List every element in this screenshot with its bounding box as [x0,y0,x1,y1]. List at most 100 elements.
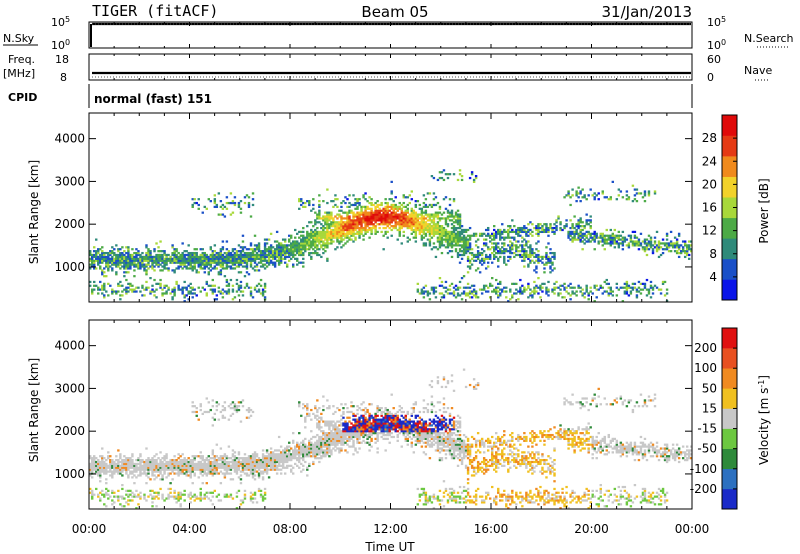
echo-cell [241,290,245,293]
echo-cell [462,292,466,295]
echo-cell [416,213,420,216]
echo-cell [362,228,365,232]
echo-cell [173,251,176,255]
echo-cell [127,468,130,471]
echo-cell [509,290,512,293]
echo-cell [241,468,245,471]
echo-cell [336,213,339,216]
echo-cell [334,221,337,224]
echo-cell [374,213,377,216]
echo-cell [621,238,625,241]
echo-cell [647,190,651,193]
echo-cell [432,290,436,293]
echo-cell [354,219,357,222]
echo-cell [428,228,432,232]
echo-cell [177,497,180,500]
echo-cell [549,225,552,228]
echo-cell [127,259,130,262]
echo-cell [187,298,190,301]
echo-cell [338,221,341,224]
echo-cell [503,228,506,232]
echo-cell [404,205,407,209]
echo-cell [143,259,146,262]
echo-cell [191,296,194,299]
echo-cell [310,230,313,234]
echo-cell [338,242,341,245]
echo-cell [442,217,446,220]
echo-cell [113,248,116,251]
echo-cell [354,221,357,224]
echo-cell [501,288,504,291]
echo-cell [95,464,98,467]
echo-cell [203,257,206,260]
echo-cell [480,251,484,255]
echo-cell [279,259,283,262]
echo-cell [199,472,202,475]
echo-cell [89,251,92,255]
echo-cell [539,230,542,234]
echo-cell [368,228,371,232]
echo-cell [185,250,188,253]
echo-cell [499,236,502,239]
echo-cell [316,240,319,243]
echo-cell [253,451,257,454]
echo-cell [107,470,110,473]
echo-cell [105,466,108,469]
echo-cell [639,192,643,195]
echo-cell [91,462,94,466]
echo-cell [342,234,345,237]
echo-cell [396,217,399,220]
echo-cell [509,246,512,249]
echo-cell [625,244,629,247]
echo-cell [193,499,196,502]
echo-cell [181,259,184,262]
echo-cell [285,457,289,460]
echo-cell [318,217,321,220]
echo-cell [185,288,188,291]
echo-cell [145,286,148,289]
echo-cell [420,234,424,237]
echo-cell [233,408,237,412]
echo-cell [269,232,273,235]
echo-cell [412,228,416,232]
echo-cell [121,495,124,498]
echo-cell [227,290,231,293]
echo-cell [549,248,552,251]
echo-cell [139,267,142,270]
echo-cell [211,466,215,469]
echo-cell [223,205,227,209]
echo-cell [101,251,104,255]
echo-cell [581,196,584,199]
echo-cell [298,401,301,404]
echo-cell [139,455,142,458]
echo-cell [587,223,590,226]
echo-cell [263,487,267,491]
echo-cell [151,255,154,259]
nsearch-label: N.Search [744,32,794,45]
echo-cell [378,223,381,226]
echo-cell [402,217,405,220]
echo-cell [302,253,305,257]
echo-cell [571,194,574,197]
echo-cell [217,462,221,466]
echo-cell [591,232,594,235]
echo-cell [486,246,490,249]
echo-cell [386,205,389,209]
echo-cell [464,238,468,241]
echo-cell [456,209,460,212]
echo-cell [121,246,124,249]
echo-cell [115,455,118,458]
echo-cell [253,288,257,291]
echo-cell [115,464,118,467]
echo-cell [283,453,287,456]
echo-cell [557,286,560,289]
echo-cell [233,451,237,454]
echo-cell [474,294,478,297]
echo-cell [253,474,257,477]
echo-cell [161,255,164,259]
echo-cell [219,200,223,203]
echo-cell [474,255,478,259]
echo-cell [300,470,303,473]
echo-cell [211,253,215,257]
echo-cell [332,240,335,243]
